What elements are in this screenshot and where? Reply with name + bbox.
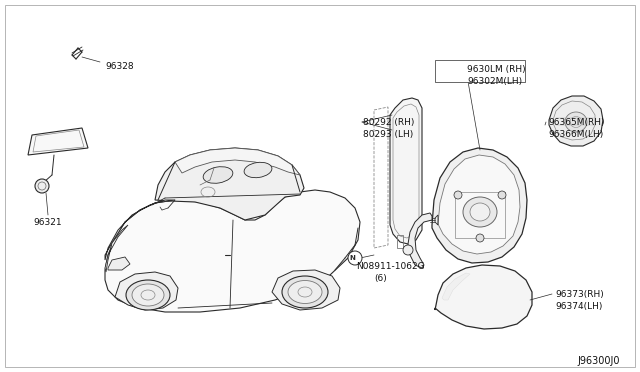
Polygon shape <box>549 96 603 146</box>
Ellipse shape <box>470 203 490 221</box>
Ellipse shape <box>203 167 233 183</box>
Text: 80292 (RH): 80292 (RH) <box>363 118 414 127</box>
Text: 96321: 96321 <box>34 218 62 227</box>
Polygon shape <box>272 270 340 310</box>
Text: J96300J0: J96300J0 <box>577 356 620 366</box>
Circle shape <box>476 234 484 242</box>
Text: 96365M(RH): 96365M(RH) <box>548 118 605 127</box>
Polygon shape <box>432 148 527 263</box>
Ellipse shape <box>565 112 587 132</box>
Text: 96366M(LH): 96366M(LH) <box>548 130 604 139</box>
Ellipse shape <box>244 162 272 178</box>
Polygon shape <box>175 148 300 175</box>
Polygon shape <box>435 265 532 329</box>
Polygon shape <box>390 98 422 244</box>
Polygon shape <box>442 273 470 300</box>
Polygon shape <box>105 190 360 312</box>
Text: 80293 (LH): 80293 (LH) <box>363 130 413 139</box>
Ellipse shape <box>132 284 164 306</box>
Ellipse shape <box>282 276 328 308</box>
Bar <box>435 60 525 82</box>
Text: 96373(RH): 96373(RH) <box>555 290 604 299</box>
Ellipse shape <box>463 197 497 227</box>
Text: 96328: 96328 <box>105 62 134 71</box>
Circle shape <box>348 251 362 265</box>
Polygon shape <box>28 128 88 155</box>
Polygon shape <box>438 155 520 254</box>
Polygon shape <box>155 148 304 220</box>
Polygon shape <box>105 225 128 272</box>
Polygon shape <box>108 257 130 270</box>
Text: N08911-1062G: N08911-1062G <box>356 262 424 271</box>
Circle shape <box>403 245 413 255</box>
Circle shape <box>35 179 49 193</box>
Text: 96302M(LH): 96302M(LH) <box>467 77 522 86</box>
Polygon shape <box>105 200 175 260</box>
Text: 96374(LH): 96374(LH) <box>555 302 602 311</box>
Text: 9630LM (RH): 9630LM (RH) <box>467 65 525 74</box>
Ellipse shape <box>126 280 170 310</box>
Polygon shape <box>408 213 432 268</box>
Circle shape <box>498 191 506 199</box>
Polygon shape <box>115 272 178 310</box>
Text: N: N <box>349 255 355 261</box>
Ellipse shape <box>288 280 322 304</box>
Text: (6): (6) <box>374 274 387 283</box>
Circle shape <box>454 191 462 199</box>
